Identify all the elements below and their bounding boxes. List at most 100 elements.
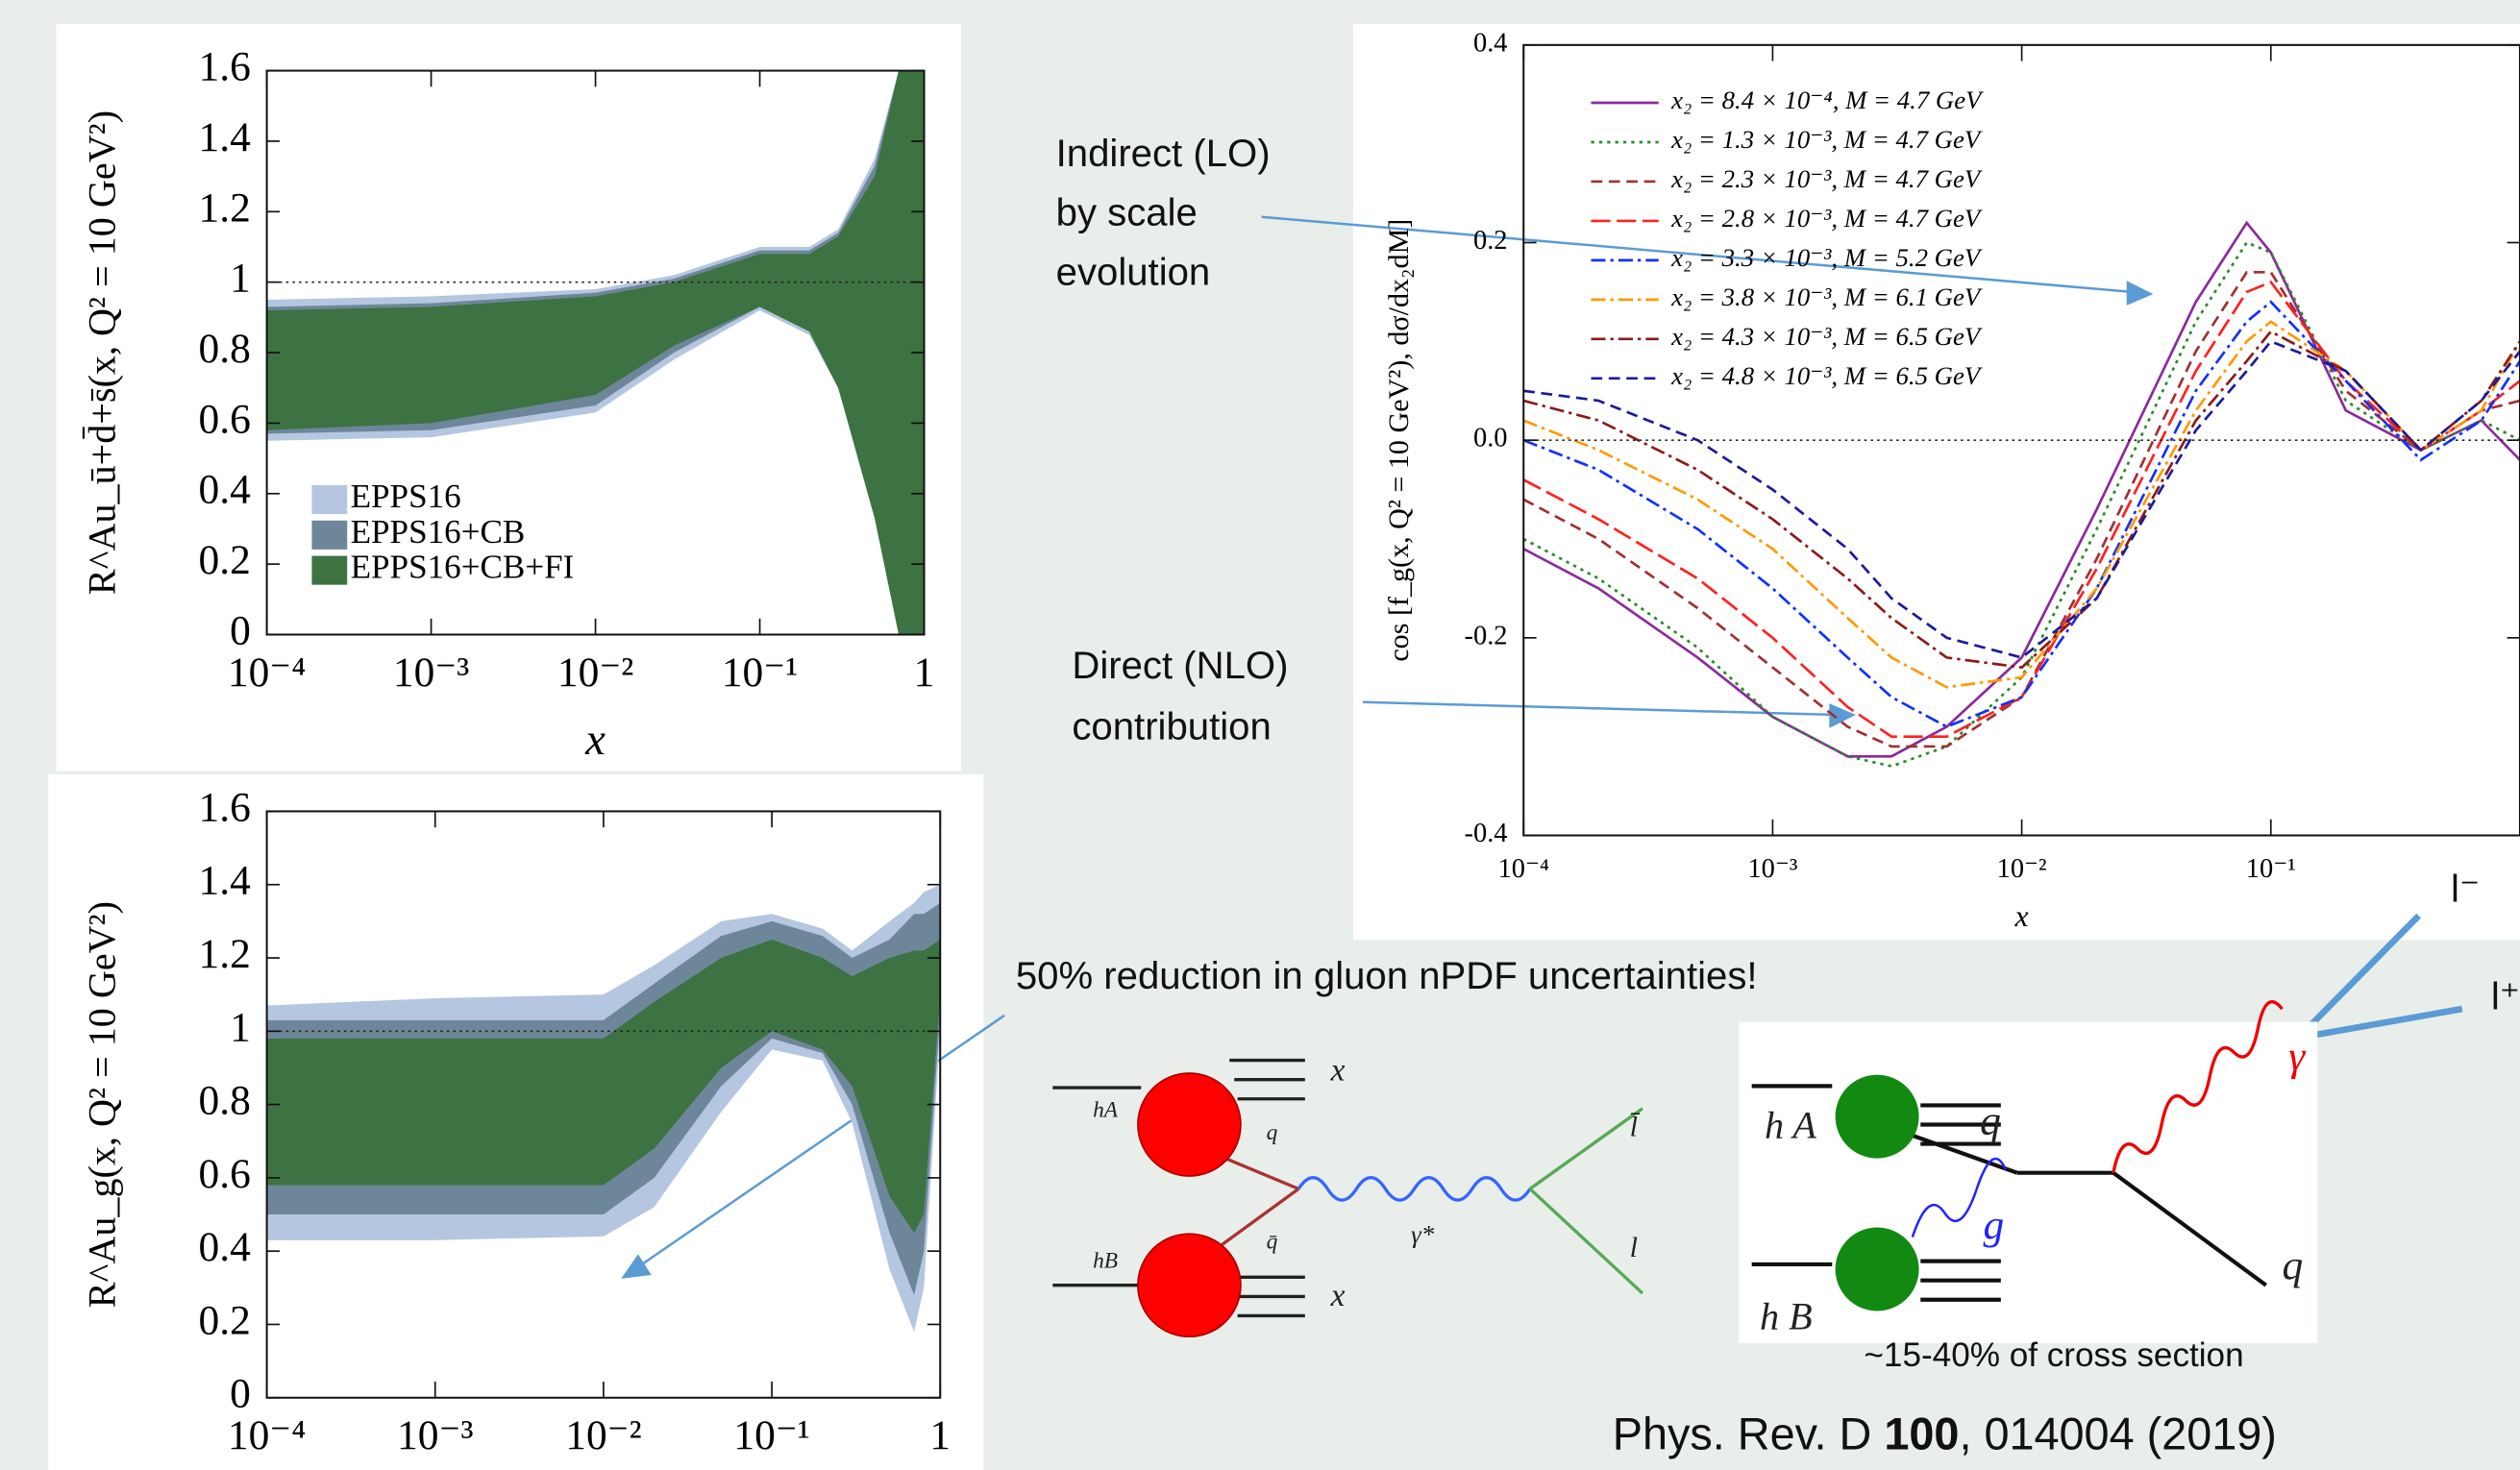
diagram-label: γ* (1411, 1220, 1435, 1249)
diagram-label: l̄ (1630, 1110, 1641, 1142)
diagram-label: h A (1765, 1104, 1816, 1147)
y-tick-label: -0.2 (1465, 621, 1508, 650)
diagram-label: q (1980, 1097, 2001, 1143)
x-tick-label: 10⁻⁴ (228, 1412, 307, 1458)
arrow (633, 1014, 1005, 1271)
diagram-label: q (2282, 1242, 2303, 1288)
legend-label: x₂ = 3.3 × 10⁻³, M = 5.2 GeV (1670, 243, 1983, 272)
y-tick-label: 1 (230, 1004, 251, 1050)
x-axis-label: x (584, 715, 605, 765)
diagram-label: hB (1093, 1249, 1118, 1274)
chart: 0 0.2 0.4 0.6 0.8 1 1.2 1.4 1.6 10⁻⁴ 10⁻³ 10⁻² 10⁻¹ 1… (81, 44, 935, 765)
photon-diagram (1751, 1000, 2284, 1311)
x-tick-label: 10⁻¹ (2246, 854, 2296, 884)
annotation: l⁺ (2491, 975, 2520, 1018)
diagram-box (1739, 1021, 2318, 1343)
y-tick-label: 0.6 (199, 1151, 251, 1197)
annotation: 50% reduction in gluon nPDF uncertaintie… (1016, 954, 1758, 997)
diagram-label: h B (1760, 1295, 1813, 1338)
annotation: Indirect (LO) (1056, 132, 1271, 175)
reference-text: Phys. Rev. D (1613, 1409, 1885, 1459)
reference-text: 100 (1884, 1409, 1959, 1459)
band (266, 939, 941, 1234)
legend-swatch (311, 520, 348, 550)
diagram-label: x (1330, 1053, 1346, 1089)
legend-label: x₂ = 4.8 × 10⁻³, M = 6.5 GeV (1670, 361, 1983, 390)
diagram-label: g (1983, 1202, 2004, 1248)
x-tick-label: 10⁻³ (397, 1412, 473, 1458)
diagram-label: q (1267, 1120, 1278, 1145)
y-axis-label: R^Au_ū+d̄+s̄(x, Q² = 10 GeV²) (81, 110, 124, 595)
x-tick-label: 10⁻² (557, 649, 633, 696)
reference: Phys. Rev. D 100, 014004 (2019) (1613, 1409, 2277, 1459)
y-tick-label: 0.2 (199, 537, 251, 583)
arrow-head (1829, 703, 1856, 728)
legend-label: x₂ = 2.8 × 10⁻³, M = 4.7 GeV (1670, 204, 1983, 233)
x-tick-label: 10⁻² (1997, 854, 2047, 884)
annotation: Direct (NLO) (1072, 644, 1288, 687)
y-tick-label: 1.2 (199, 184, 251, 231)
legend-swatch (311, 484, 348, 515)
diagram-label: x (1330, 1278, 1346, 1313)
y-tick-label: 0.8 (199, 326, 251, 372)
y-tick-label: 0.8 (199, 1078, 251, 1124)
y-axis-label: cos [f_g(x, Q² = 10 GeV²), dσ/dx₂dM] (1382, 219, 1415, 662)
y-axis-label: R^Au_g(x, Q² = 10 GeV²) (81, 901, 124, 1308)
line (1523, 320, 2520, 689)
diagram-label: γ (2288, 1034, 2307, 1080)
legend-label: EPPS16 (351, 478, 461, 515)
y-tick-label: 0.6 (199, 396, 251, 442)
annotation: by scale (1056, 191, 1198, 234)
arrow (2297, 1005, 2463, 1041)
x-tick-label: 10⁻² (565, 1412, 641, 1458)
arrow-head (621, 1254, 652, 1279)
legend-label: x₂ = 3.8 × 10⁻³, M = 6.1 GeV (1670, 282, 1983, 311)
panel (1352, 24, 2520, 941)
chart: 0 0.2 0.4 0.6 0.8 1 1.2 1.4 1.6 10⁻⁴ 10⁻³ 10⁻² 10⁻¹ 1… (81, 784, 951, 1458)
annotation: evolution (1056, 251, 1211, 294)
diagram-label: q̄ (1267, 1230, 1278, 1255)
y-tick-label: 1.6 (199, 44, 251, 90)
x-axis-label: x (2014, 899, 2029, 933)
legend-label: EPPS16+CB+FI (351, 549, 575, 586)
x-tick-label: 1 (929, 1412, 951, 1458)
arrow (1261, 215, 2138, 294)
y-tick-label: 0.2 (1473, 226, 1508, 256)
x-tick-label: 10⁻⁴ (228, 649, 307, 696)
x-tick-label: 1 (914, 649, 935, 696)
arrow (1362, 700, 1841, 717)
band (266, 70, 925, 635)
y-tick-label: 0.2 (199, 1297, 251, 1343)
x-tick-label: 10⁻¹ (733, 1412, 809, 1458)
y-tick-label: -0.4 (1465, 819, 1508, 848)
y-tick-label: 0.4 (199, 1224, 252, 1270)
y-tick-label: 0 (230, 1371, 251, 1417)
drell-yan-diagram (1052, 1058, 1644, 1338)
diagram-label: l (1630, 1231, 1638, 1263)
x-tick-label: 10⁻³ (393, 649, 469, 696)
y-tick-label: 1.6 (199, 784, 251, 830)
annotation: contribution (1072, 705, 1271, 748)
arrow-head (2126, 281, 2154, 306)
annotation: l⁻ (2451, 868, 2480, 911)
y-tick-label: 1 (230, 256, 251, 302)
annotation: ~15-40% of cross section (1864, 1336, 2243, 1374)
plot-area (1523, 220, 2520, 768)
legend-label: x₂ = 2.3 × 10⁻³, M = 4.7 GeV (1670, 164, 1983, 193)
y-tick-label: 1.4 (199, 114, 252, 160)
y-tick-label: 0.0 (1473, 424, 1508, 453)
legend-swatch (311, 555, 348, 585)
legend-label: x₂ = 8.4 × 10⁻⁴, M = 4.7 GeV (1670, 86, 1984, 114)
diagram-label: hA (1093, 1097, 1119, 1122)
x-tick-label: 10⁻¹ (722, 649, 798, 696)
y-tick-label: 0.4 (199, 467, 252, 513)
legend-label: x₂ = 4.3 × 10⁻³, M = 6.5 GeV (1670, 322, 1983, 351)
line (1523, 220, 2520, 758)
y-tick-label: 1.4 (199, 858, 252, 904)
legend-label: x₂ = 1.3 × 10⁻³, M = 4.7 GeV (1670, 125, 1983, 154)
arrow (2295, 913, 2421, 1041)
x-tick-label: 10⁻³ (1747, 854, 1797, 884)
y-tick-label: 1.2 (199, 931, 251, 977)
